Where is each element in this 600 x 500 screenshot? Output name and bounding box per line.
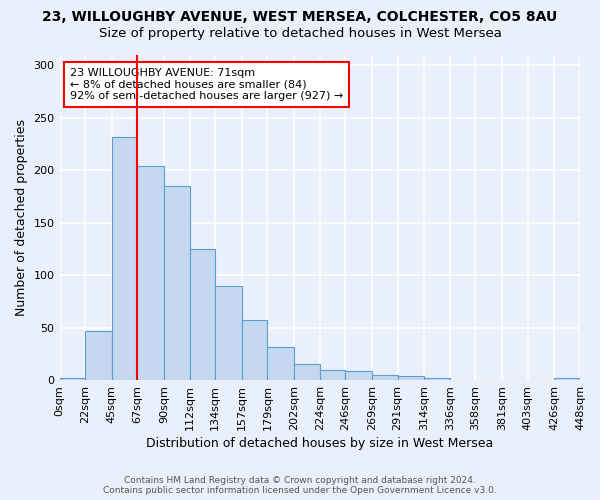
Bar bbox=[242, 320, 268, 380]
Text: Size of property relative to detached houses in West Mersea: Size of property relative to detached ho… bbox=[98, 28, 502, 40]
Bar bbox=[346, 370, 372, 380]
Text: 23, WILLOUGHBY AVENUE, WEST MERSEA, COLCHESTER, CO5 8AU: 23, WILLOUGHBY AVENUE, WEST MERSEA, COLC… bbox=[43, 10, 557, 24]
Y-axis label: Number of detached properties: Number of detached properties bbox=[15, 119, 28, 316]
Bar bbox=[372, 375, 398, 380]
Bar bbox=[190, 249, 215, 380]
Bar bbox=[424, 378, 450, 380]
Bar bbox=[164, 186, 190, 380]
Text: 23 WILLOUGHBY AVENUE: 71sqm
← 8% of detached houses are smaller (84)
92% of semi: 23 WILLOUGHBY AVENUE: 71sqm ← 8% of deta… bbox=[70, 68, 343, 101]
Bar bbox=[320, 370, 346, 380]
Bar bbox=[85, 331, 112, 380]
Bar bbox=[268, 346, 294, 380]
X-axis label: Distribution of detached houses by size in West Mersea: Distribution of detached houses by size … bbox=[146, 437, 493, 450]
Bar bbox=[398, 376, 424, 380]
Bar bbox=[215, 286, 242, 380]
Bar bbox=[59, 378, 85, 380]
Bar bbox=[554, 378, 580, 380]
Bar bbox=[294, 364, 320, 380]
Bar bbox=[112, 137, 137, 380]
Text: Contains HM Land Registry data © Crown copyright and database right 2024.
Contai: Contains HM Land Registry data © Crown c… bbox=[103, 476, 497, 495]
Bar bbox=[137, 166, 164, 380]
